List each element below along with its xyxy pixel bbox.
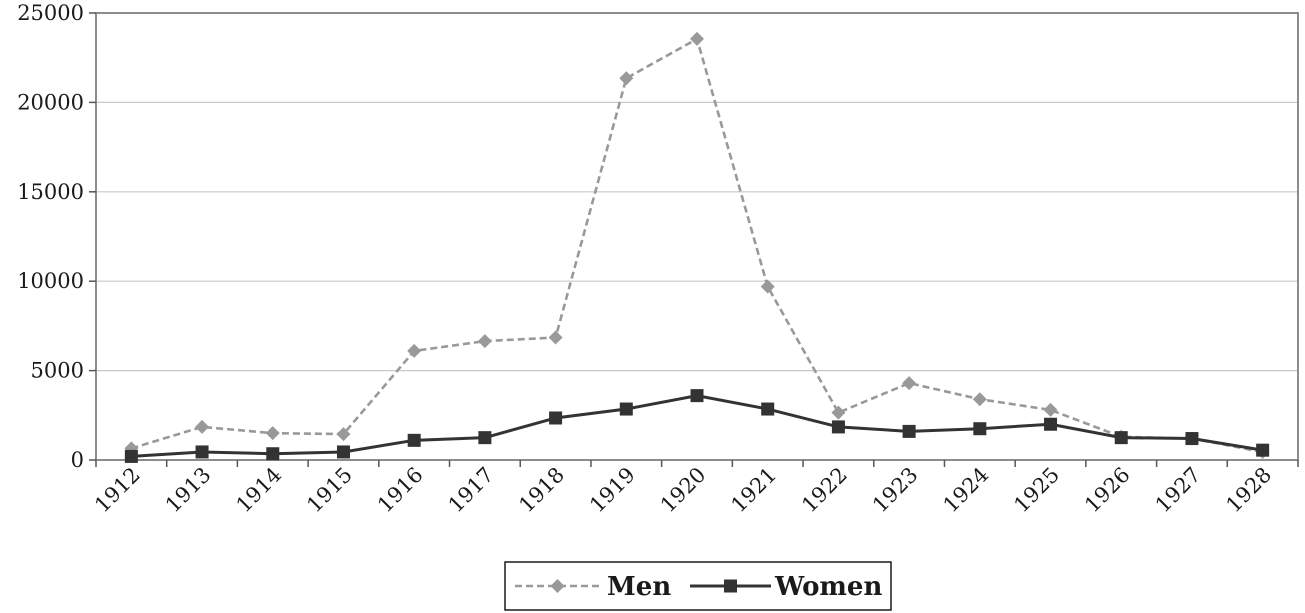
axes	[95, 12, 1299, 461]
legend-marker-men	[550, 579, 565, 593]
x-tick-label: 1928	[1221, 463, 1276, 518]
x-tick-label: 1915	[302, 463, 357, 518]
gridlines	[96, 12, 1298, 372]
data-point-women	[549, 411, 563, 425]
x-tick-label: 1914	[232, 463, 287, 518]
series-women	[124, 389, 1270, 463]
data-point-women	[124, 449, 138, 463]
series-men	[124, 31, 1270, 459]
legend-marker-women	[724, 579, 737, 593]
x-tick-label: 1926	[1080, 463, 1135, 518]
series-group	[124, 31, 1270, 463]
x-tick-label: 1924	[939, 463, 994, 518]
data-point-men	[407, 343, 422, 358]
data-point-men	[619, 71, 634, 86]
data-point-women	[478, 431, 492, 445]
data-point-men	[477, 334, 492, 349]
data-point-women	[619, 402, 633, 416]
data-point-women	[1256, 443, 1270, 457]
x-tick-label: 1919	[585, 463, 640, 518]
data-point-men	[548, 330, 563, 345]
data-point-women	[690, 389, 704, 403]
data-point-women	[1044, 417, 1058, 431]
data-point-women	[336, 445, 350, 459]
data-point-women	[902, 424, 916, 438]
legend: Men Women	[504, 561, 892, 611]
x-tick-label: 1912	[90, 463, 145, 518]
data-point-men	[336, 427, 351, 442]
data-point-men	[195, 419, 210, 434]
data-point-women	[266, 447, 280, 461]
plot-frame	[95, 12, 1299, 461]
x-tick-label: 1922	[797, 463, 852, 518]
x-tick-label: 1913	[161, 463, 216, 518]
data-point-men	[690, 31, 704, 46]
x-tick-label: 1916	[373, 463, 428, 518]
x-axis-ticks: 1912 1913 1914 1915 1916 1917 1918 1919 1920 1921…	[90, 460, 1299, 518]
x-tick-label: 1923	[868, 463, 923, 518]
data-point-women	[407, 433, 421, 447]
data-point-women	[1185, 432, 1199, 446]
y-tick-label: 25000	[17, 1, 84, 25]
legend-label-women: Women	[774, 572, 882, 602]
legend-label-men: Men	[607, 572, 671, 602]
y-tick-label: 10000	[17, 269, 84, 293]
legend-marker-women	[724, 579, 737, 593]
data-point-women	[1114, 431, 1128, 445]
data-point-men	[972, 392, 987, 407]
x-tick-label: 1920	[656, 463, 711, 518]
data-point-men	[760, 279, 775, 294]
data-point-men	[902, 376, 917, 391]
y-tick-label: 15000	[17, 180, 84, 204]
data-point-women	[973, 422, 987, 436]
data-point-men	[831, 405, 846, 420]
series-line-women	[131, 394, 1263, 458]
y-tick-label: 20000	[17, 90, 84, 114]
data-point-women	[195, 445, 209, 459]
data-point-men	[265, 426, 280, 441]
x-tick-label: 1921	[726, 463, 781, 518]
y-tick-label: 0	[71, 448, 84, 472]
x-tick-label: 1917	[444, 463, 499, 518]
x-tick-label: 1925	[1009, 463, 1064, 518]
y-axis-ticks: 0 5000 10000 15000 20000 25000	[17, 1, 96, 472]
data-point-women	[831, 420, 845, 434]
y-tick-label: 5000	[31, 359, 84, 383]
x-tick-label: 1918	[514, 463, 569, 518]
data-point-men	[1043, 402, 1058, 417]
legend-marker-men	[550, 579, 565, 593]
data-point-women	[761, 402, 775, 416]
x-tick-label: 1927	[1151, 463, 1206, 518]
